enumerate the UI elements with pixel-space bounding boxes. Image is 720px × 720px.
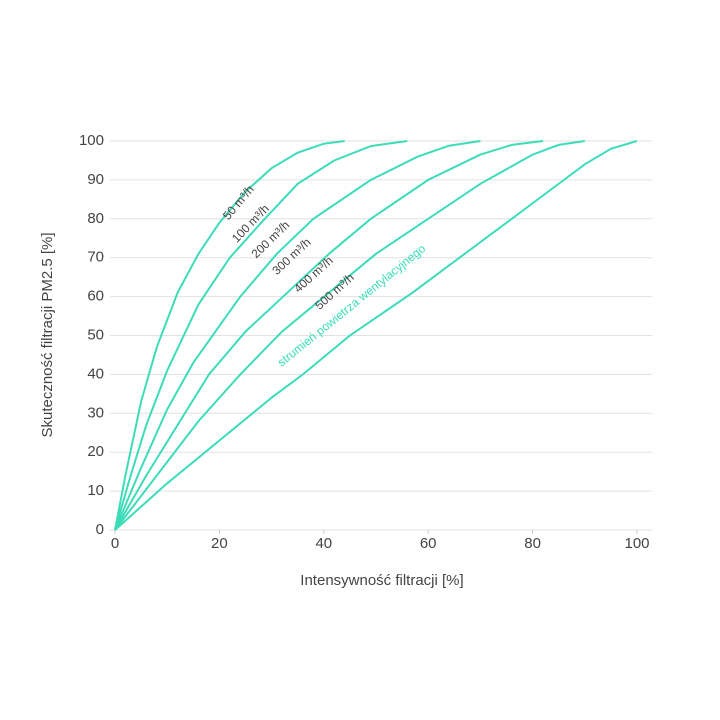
y-tick-label: 70	[87, 249, 104, 266]
x-tick-label: 80	[524, 535, 541, 552]
series-line	[114, 140, 585, 531]
y-tick-label: 90	[87, 171, 104, 188]
y-tick-label: 80	[87, 210, 104, 227]
y-tick-label: 50	[87, 326, 104, 343]
annotation: strumień powietrza wentylacyjnego	[275, 241, 429, 369]
x-tick-label: 0	[111, 535, 119, 552]
y-tick-label: 30	[87, 404, 104, 421]
y-tick-label: 10	[87, 482, 104, 499]
y-tick-label: 40	[87, 365, 104, 382]
y-tick-label: 20	[87, 443, 104, 460]
y-tick-label: 0	[96, 521, 104, 538]
x-tick-label: 40	[315, 535, 332, 552]
series-line	[114, 140, 408, 531]
x-tick-label: 100	[624, 535, 649, 552]
series-line	[114, 140, 481, 531]
series-line	[114, 140, 345, 531]
series-line	[114, 140, 638, 531]
y-tick-label: 100	[79, 132, 104, 149]
x-tick-label: 60	[420, 535, 437, 552]
y-tick-label: 60	[87, 288, 104, 305]
x-axis-label: Intensywność filtracji [%]	[300, 572, 463, 589]
y-axis-label: Skuteczność filtracji PM2.5 [%]	[39, 232, 56, 437]
series-line	[114, 140, 544, 531]
x-tick-label: 20	[211, 535, 228, 552]
